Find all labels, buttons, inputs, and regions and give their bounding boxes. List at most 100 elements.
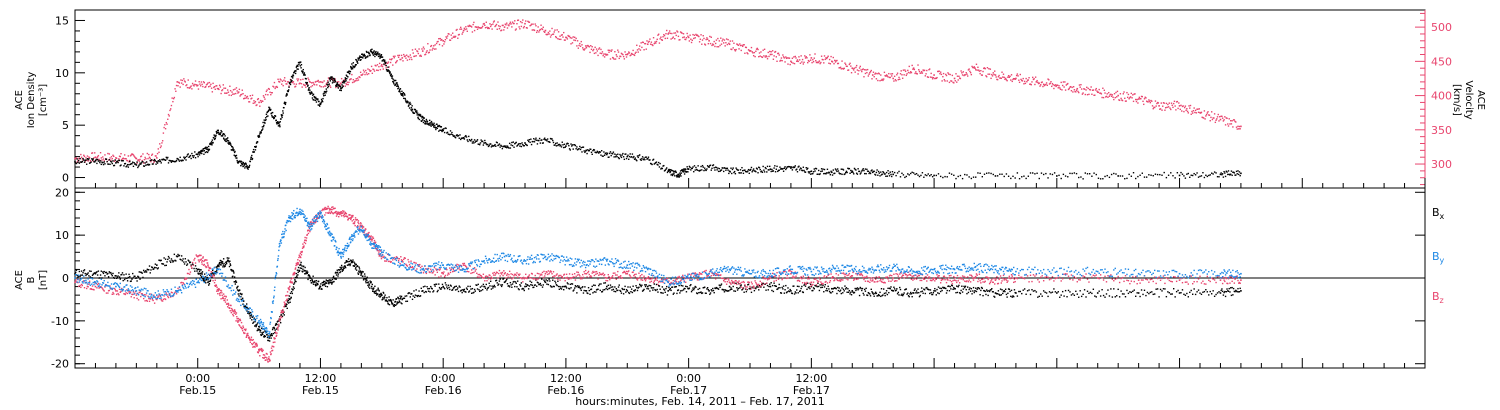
data-point xyxy=(636,49,639,51)
data-point xyxy=(894,78,897,81)
data-point xyxy=(244,162,247,164)
data-point xyxy=(771,289,773,292)
data-point xyxy=(1038,82,1040,84)
data-point xyxy=(324,285,327,287)
data-point xyxy=(584,150,587,152)
data-point xyxy=(809,171,811,173)
data-point xyxy=(724,45,726,47)
data-point xyxy=(799,62,802,64)
data-point xyxy=(709,42,712,45)
data-point xyxy=(636,159,638,162)
data-point xyxy=(527,140,530,143)
data-point xyxy=(310,91,313,94)
data-point xyxy=(560,288,563,290)
data-point xyxy=(942,72,945,75)
data-point xyxy=(135,277,138,279)
data-point xyxy=(441,45,444,47)
data-point xyxy=(565,36,568,39)
data-point xyxy=(646,40,648,42)
data-point xyxy=(709,164,711,167)
data-point xyxy=(406,59,409,61)
data-point xyxy=(773,167,775,169)
data-point xyxy=(743,169,745,171)
data-point xyxy=(1042,83,1045,85)
data-point xyxy=(748,172,750,175)
data-point xyxy=(213,273,215,275)
data-point xyxy=(262,128,264,130)
data-point xyxy=(254,146,256,148)
data-point xyxy=(154,160,157,162)
data-point xyxy=(320,98,323,101)
data-point xyxy=(605,287,607,290)
data-point xyxy=(164,258,167,260)
data-point xyxy=(493,284,496,287)
data-point xyxy=(396,60,398,62)
data-point xyxy=(411,108,414,111)
data-point xyxy=(99,274,102,276)
data-point xyxy=(569,283,571,286)
data-point xyxy=(296,275,298,277)
data-point xyxy=(212,82,214,85)
data-point xyxy=(888,291,890,294)
data-point xyxy=(591,285,593,288)
data-point xyxy=(233,149,235,151)
data-point xyxy=(516,145,518,147)
data-point xyxy=(1075,172,1078,175)
data-point xyxy=(983,67,985,70)
data-point xyxy=(500,144,502,147)
data-point xyxy=(466,30,468,32)
data-point xyxy=(689,284,691,287)
data-point xyxy=(1097,91,1100,94)
data-point xyxy=(491,144,493,147)
data-point xyxy=(171,160,173,162)
data-point xyxy=(110,271,112,274)
data-point xyxy=(450,133,452,135)
data-point xyxy=(672,36,674,38)
data-point xyxy=(197,273,200,275)
data-point xyxy=(882,79,884,82)
data-point xyxy=(525,144,528,146)
data-point xyxy=(299,267,302,269)
data-point xyxy=(231,149,233,151)
data-point xyxy=(1059,88,1062,90)
data-point xyxy=(923,69,926,72)
data-point xyxy=(804,171,806,173)
data-point xyxy=(295,280,297,283)
data-point xyxy=(715,286,718,289)
data-point xyxy=(977,172,979,174)
data-point xyxy=(772,290,775,293)
data-point xyxy=(618,284,620,286)
data-point xyxy=(465,136,468,138)
data-point xyxy=(195,267,197,270)
data-point xyxy=(635,285,637,287)
data-point xyxy=(888,76,891,79)
data-point xyxy=(1174,177,1176,179)
data-point xyxy=(397,54,399,57)
data-point xyxy=(689,34,691,36)
data-point xyxy=(660,292,663,294)
data-point xyxy=(565,36,567,39)
data-point xyxy=(570,287,572,289)
data-point xyxy=(322,86,325,88)
data-point xyxy=(562,285,564,288)
data-point xyxy=(510,284,512,286)
data-point xyxy=(430,287,433,290)
data-point xyxy=(131,163,133,165)
data-point xyxy=(398,298,400,300)
data-point xyxy=(103,160,105,162)
data-point xyxy=(172,100,174,103)
data-point xyxy=(523,145,525,147)
data-point xyxy=(853,167,856,170)
data-point xyxy=(299,61,301,64)
data-point xyxy=(1039,85,1041,87)
data-point xyxy=(430,125,432,127)
data-point xyxy=(972,66,974,69)
data-point xyxy=(479,286,482,288)
data-point xyxy=(962,71,965,73)
data-point xyxy=(342,268,345,270)
data-point xyxy=(1218,176,1220,178)
data-point xyxy=(434,44,436,46)
data-point xyxy=(1034,173,1036,175)
data-point xyxy=(202,278,204,280)
data-point xyxy=(124,157,127,160)
